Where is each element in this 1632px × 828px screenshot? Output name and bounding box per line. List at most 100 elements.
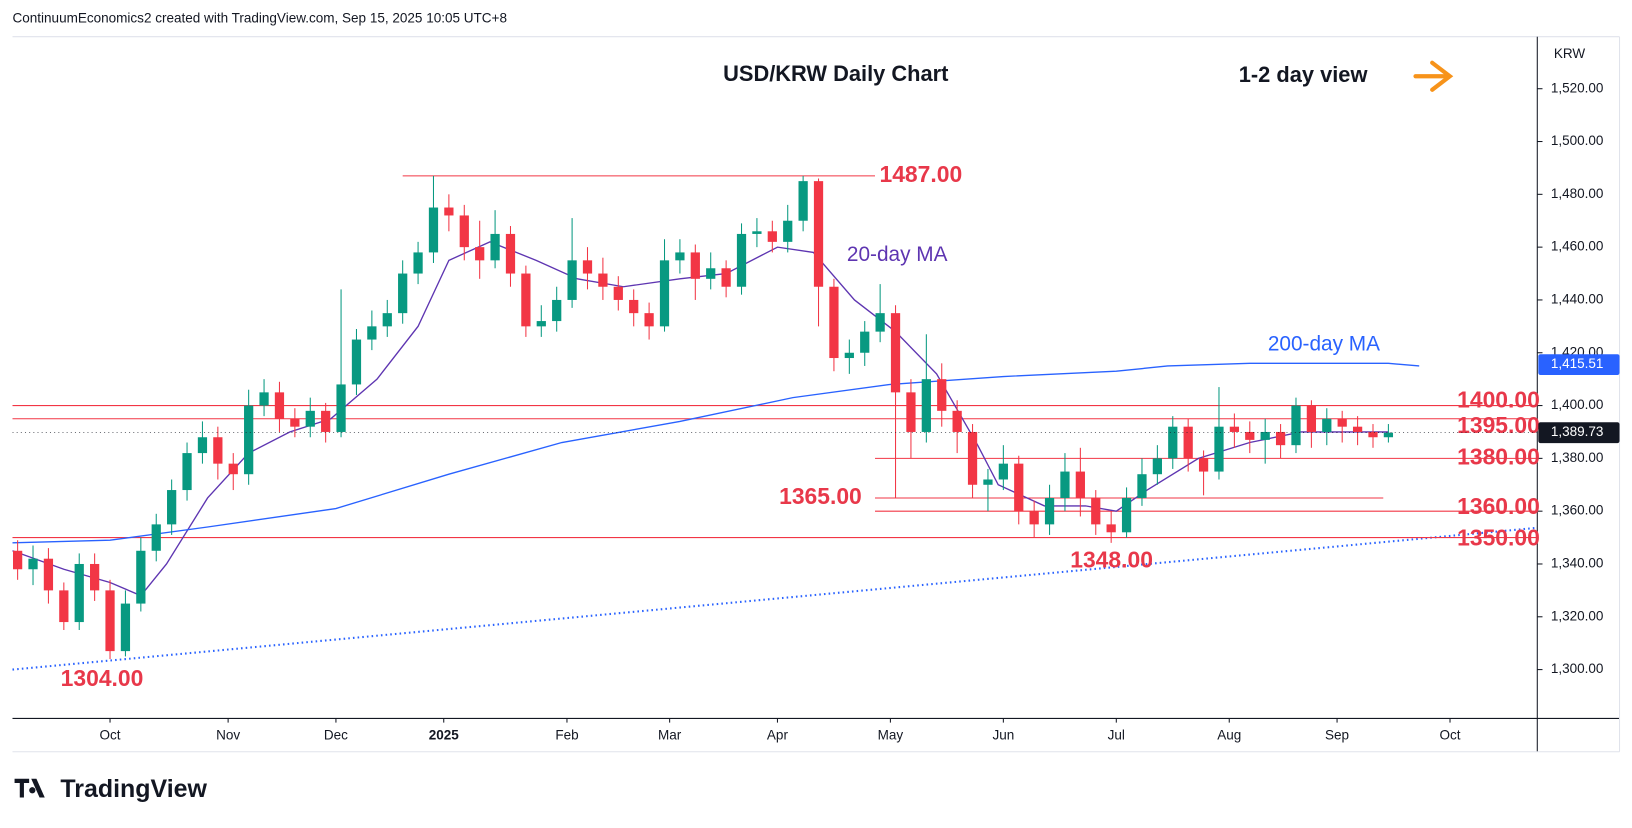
- x-tick-label: Sep: [1325, 728, 1349, 743]
- y-tick-label: 1,300.00: [1551, 661, 1604, 676]
- candle-body: [382, 313, 392, 327]
- candle-body: [736, 233, 747, 287]
- x-tick-label: Jun: [992, 728, 1014, 743]
- candle-body: [244, 405, 254, 475]
- candle-body: [1245, 431, 1255, 440]
- candle-body: [813, 181, 824, 287]
- candle-body: [1044, 497, 1055, 525]
- low-label: 1304.00: [61, 665, 144, 691]
- candle-body: [28, 558, 38, 570]
- x-tick-label: Oct: [100, 728, 121, 743]
- candle-body: [1229, 426, 1240, 432]
- candle-body: [1075, 471, 1085, 498]
- candle-body: [1091, 497, 1101, 525]
- x-tick-label: Mar: [658, 728, 682, 743]
- candle-body: [459, 215, 469, 248]
- candle-body: [1029, 511, 1039, 525]
- candle-body: [1060, 471, 1070, 498]
- candle-body: [675, 252, 685, 261]
- x-tick-label: Oct: [1439, 728, 1460, 743]
- level-label: 1380.00: [1457, 443, 1540, 469]
- level-label: 1360.00: [1457, 493, 1540, 519]
- view-arrow: [1413, 60, 1454, 92]
- candle-body: [798, 181, 808, 221]
- y-tick-label: 1,380.00: [1551, 450, 1604, 465]
- candle-body: [290, 418, 300, 427]
- candle-body: [475, 247, 485, 261]
- candle-body: [921, 379, 931, 432]
- candle-body: [1121, 497, 1132, 533]
- candle-body: [336, 384, 346, 432]
- y-tick-label: 1,340.00: [1551, 556, 1604, 571]
- candle-body: [875, 313, 885, 332]
- candle-body: [1168, 426, 1178, 459]
- y-tick-label: 1,500.00: [1551, 133, 1604, 148]
- candle-body: [598, 273, 608, 287]
- last-price-tag-label: 1,389.73: [1551, 424, 1604, 439]
- candle-body: [906, 392, 916, 432]
- candle-body: [1152, 458, 1162, 475]
- candle-body: [1368, 431, 1378, 438]
- last-price-tag: [1538, 422, 1620, 444]
- candle-body: [413, 252, 423, 274]
- chart-title: USD/KRW Daily Chart: [723, 61, 948, 86]
- candle-body: [136, 550, 146, 604]
- candle-body: [351, 339, 362, 385]
- candle-body: [552, 299, 562, 322]
- level-label: 1395.00: [1457, 412, 1540, 438]
- candle-body: [706, 268, 716, 279]
- ma-price-tag-label: 1,415.51: [1551, 356, 1604, 371]
- x-tick-label: Nov: [216, 728, 240, 743]
- candle-body: [274, 392, 285, 419]
- level-label: 1365.00: [779, 483, 862, 509]
- candle-body: [1198, 458, 1209, 472]
- candle-body: [151, 524, 161, 551]
- candle-body: [860, 331, 870, 353]
- candle-body: [490, 233, 500, 261]
- candle-body: [1306, 405, 1317, 432]
- y-tick-label: 1,440.00: [1551, 292, 1604, 307]
- candle-body: [1183, 426, 1193, 459]
- x-tick-label: 2025: [429, 728, 460, 743]
- candle-body: [167, 490, 177, 525]
- candle-body: [367, 326, 377, 340]
- currency-label: KRW: [1554, 46, 1586, 61]
- candle-body: [998, 463, 1008, 480]
- candle-body: [428, 207, 439, 253]
- logo: TradingView: [14, 775, 208, 803]
- candle-body: [1260, 431, 1270, 440]
- candle-body: [1106, 524, 1116, 533]
- level-label: 1487.00: [879, 161, 962, 187]
- y-tick-label: 1,400.00: [1551, 397, 1604, 412]
- candle-body: [13, 550, 23, 570]
- x-tick-label: Aug: [1217, 728, 1241, 743]
- candle-body: [1014, 463, 1024, 512]
- level-label: 1400.00: [1457, 386, 1540, 412]
- ma-label: 200-day MA: [1268, 332, 1380, 355]
- candle-body: [398, 273, 408, 314]
- candle-body: [829, 286, 839, 359]
- ma-label: 20-day MA: [847, 243, 948, 266]
- candle-body: [613, 286, 623, 300]
- candle-body: [1322, 418, 1332, 432]
- candle-body: [890, 313, 901, 393]
- ma-price-tag: [1538, 354, 1620, 376]
- candle-body: [321, 410, 331, 432]
- candle-body: [197, 437, 208, 454]
- y-tick-label: 1,480.00: [1551, 186, 1604, 201]
- x-tick-label: Dec: [324, 728, 348, 743]
- candle-body: [767, 231, 777, 242]
- y-tick-label: 1,320.00: [1551, 608, 1604, 623]
- x-tick-label: Feb: [555, 728, 578, 743]
- candle-body: [521, 273, 531, 327]
- candle-body: [43, 558, 54, 591]
- candle-body: [983, 479, 993, 485]
- candle-body: [259, 392, 269, 406]
- y-tick-label: 1,360.00: [1551, 503, 1604, 518]
- candle-body: [505, 233, 516, 274]
- candle-body: [752, 231, 762, 234]
- candle-body: [1352, 426, 1363, 432]
- candle-body: [967, 431, 978, 485]
